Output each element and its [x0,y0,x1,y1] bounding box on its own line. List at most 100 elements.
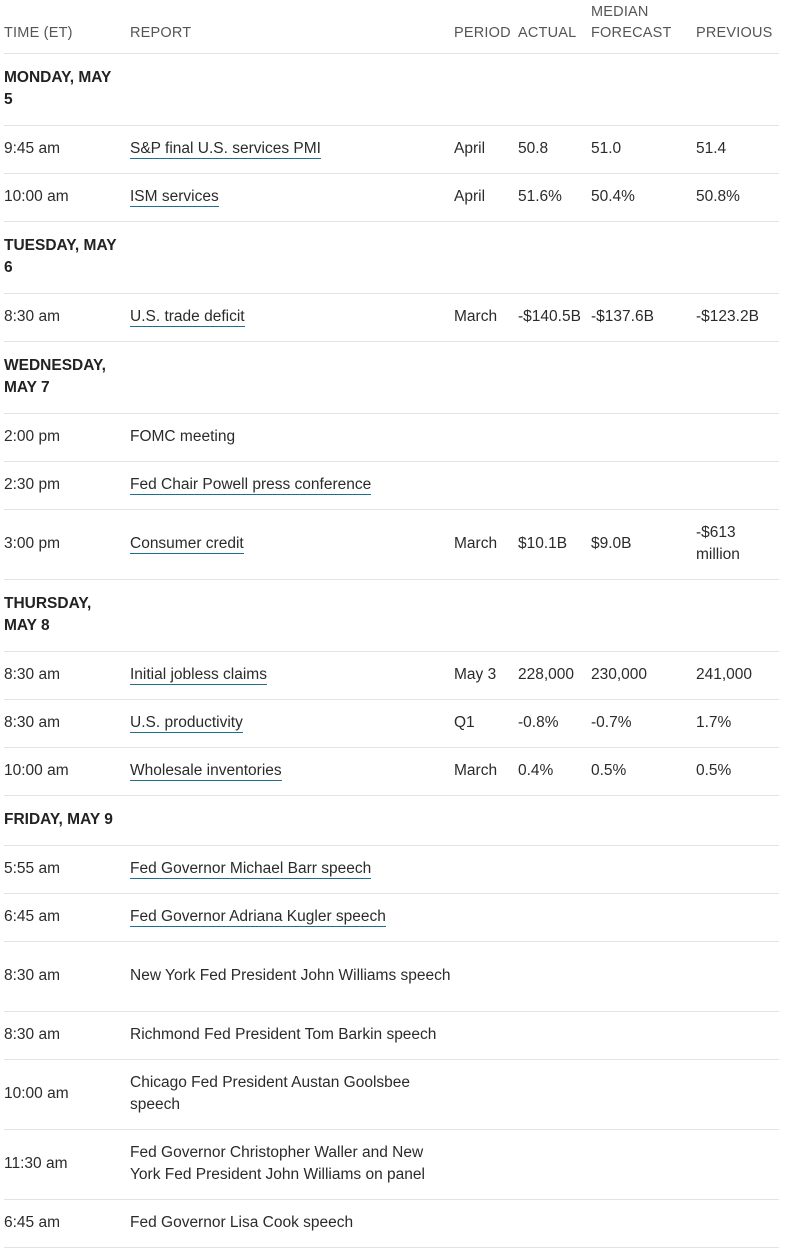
event-period: March [454,293,518,342]
table-row: 8:30 am New York Fed President John Will… [4,941,779,1012]
event-time: 6:45 am [4,1199,130,1248]
event-time: 10:00 am [4,747,130,796]
event-period: April [454,173,518,222]
event-actual: 0.4% [518,747,591,796]
event-period: Q1 [454,699,518,748]
event-forecast: -$137.6B [591,293,696,342]
header-previous: PREVIOUS [696,0,779,54]
report-link[interactable]: Fed Governor Michael Barr speech [130,860,372,879]
event-period: May 3 [454,651,518,700]
day-row: WEDNESDAY, MAY 7 [4,341,779,414]
event-time: 10:00 am [4,1059,130,1130]
day-label: THURSDAY, MAY 8 [4,594,92,634]
event-previous [696,413,779,462]
event-time: 11:30 am [4,1129,130,1200]
event-previous: -$123.2B [696,293,779,342]
report-link[interactable]: Fed Chair Powell press conference [130,476,372,495]
event-time: 8:30 am [4,293,130,342]
event-previous: 1.7% [696,699,779,748]
event-period [454,461,518,510]
table-row: 5:55 am Fed Governor Michael Barr speech [4,845,779,894]
event-forecast: 230,000 [591,651,696,700]
day-label: WEDNESDAY, MAY 7 [4,356,106,396]
report-text: Chicago Fed President Austan Goolsbee sp… [130,1059,454,1130]
event-time: 8:30 am [4,1011,130,1060]
table-row: 2:30 pm Fed Chair Powell press conferenc… [4,461,779,510]
event-previous [696,461,779,510]
header-report: REPORT [130,0,454,54]
table-row: 8:30 am U.S. trade deficit March -$140.5… [4,293,779,342]
table-row: 6:45 am Fed Governor Lisa Cook speech [4,1199,779,1248]
report-text: Fed Governor Lisa Cook speech [130,1199,454,1248]
event-forecast [591,461,696,510]
table-row: 8:30 am Initial jobless claims May 3 228… [4,651,779,700]
report-link[interactable]: U.S. productivity [130,714,243,733]
header-time: TIME (ET) [4,0,130,54]
event-forecast: 51.0 [591,125,696,174]
day-label: MONDAY, MAY 5 [4,68,112,108]
event-time: 10:00 am [4,173,130,222]
event-previous: 50.8% [696,173,779,222]
header-actual: ACTUAL [518,0,591,54]
event-forecast: $9.0B [591,509,696,580]
day-row: TUESDAY, MAY 6 [4,221,779,294]
header-period: PERIOD [454,0,518,54]
event-period: March [454,509,518,580]
day-label: FRIDAY, MAY 9 [4,810,113,828]
event-previous: -$613 million [696,509,779,580]
table-row: 10:00 am Wholesale inventories March 0.4… [4,747,779,796]
day-row: FRIDAY, MAY 9 [4,795,779,846]
event-time: 3:00 pm [4,509,130,580]
event-previous: 0.5% [696,747,779,796]
table-row: 11:30 am Fed Governor Christopher Waller… [4,1129,779,1200]
event-actual [518,413,591,462]
event-actual [518,461,591,510]
event-time: 9:45 am [4,125,130,174]
table-row: 9:45 am S&P final U.S. services PMI Apri… [4,125,779,174]
event-forecast [591,413,696,462]
table-row: 2:00 pm FOMC meeting [4,413,779,462]
event-time: 5:55 am [4,845,130,894]
table-row: 8:30 am Richmond Fed President Tom Barki… [4,1011,779,1060]
event-forecast: 0.5% [591,747,696,796]
day-label: TUESDAY, MAY 6 [4,236,117,276]
event-previous: 241,000 [696,651,779,700]
header-median-forecast: MEDIAN FORECAST [591,0,696,54]
header-row: TIME (ET) REPORT PERIOD ACTUAL MEDIAN FO… [4,0,779,54]
report-link[interactable]: ISM services [130,188,219,207]
report-text: Fed Governor Christopher Waller and New … [130,1129,454,1200]
report-link[interactable]: S&P final U.S. services PMI [130,140,321,159]
report-link[interactable]: Initial jobless claims [130,666,267,685]
event-time: 6:45 am [4,893,130,942]
event-time: 2:30 pm [4,461,130,510]
event-forecast: 50.4% [591,173,696,222]
report-link[interactable]: U.S. trade deficit [130,308,245,327]
event-actual: 228,000 [518,651,591,700]
event-time: 8:30 am [4,941,130,1012]
report-link[interactable]: Fed Governor Adriana Kugler speech [130,908,386,927]
report-text: FOMC meeting [130,413,454,462]
event-actual: -0.8% [518,699,591,748]
event-time: 2:00 pm [4,413,130,462]
report-link[interactable]: Consumer credit [130,535,244,554]
table-row: 6:45 am Fed Governor Adriana Kugler spee… [4,893,779,942]
event-period: March [454,747,518,796]
event-actual: -$140.5B [518,293,591,342]
event-actual: $10.1B [518,509,591,580]
report-text: New York Fed President John Williams spe… [130,941,454,1012]
event-forecast: -0.7% [591,699,696,748]
table-row: 10:00 am Chicago Fed President Austan Go… [4,1059,779,1130]
event-period: April [454,125,518,174]
day-row: THURSDAY, MAY 8 [4,579,779,652]
table-row: 3:00 pm Consumer credit March $10.1B $9.… [4,509,779,580]
report-link[interactable]: Wholesale inventories [130,762,282,781]
event-time: 8:30 am [4,699,130,748]
table-row: 10:00 am ISM services April 51.6% 50.4% … [4,173,779,222]
event-period [454,413,518,462]
event-time: 8:30 am [4,651,130,700]
event-actual: 50.8 [518,125,591,174]
report-text: Richmond Fed President Tom Barkin speech [130,1011,454,1060]
day-row: MONDAY, MAY 5 [4,53,779,126]
event-actual: 51.6% [518,173,591,222]
table-row: 8:30 am U.S. productivity Q1 -0.8% -0.7%… [4,699,779,748]
